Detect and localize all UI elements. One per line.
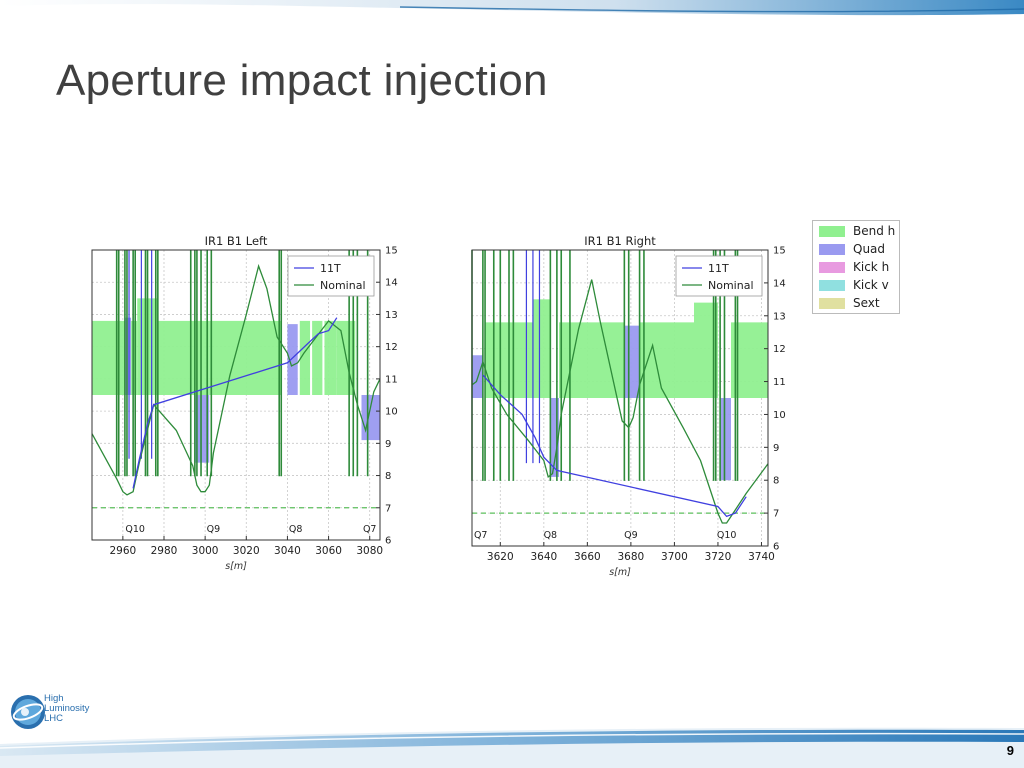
element-quad (720, 398, 731, 481)
footer-wave-decoration (0, 727, 1024, 768)
element-bend-h (731, 322, 768, 398)
element-quad (361, 395, 380, 441)
series-legend-label: Nominal (320, 279, 366, 292)
x-tick-label: 3020 (233, 545, 260, 557)
series-nominal-line (471, 279, 769, 524)
series-legend-label: Nominal (708, 279, 754, 292)
slide-title: Aperture impact injection (56, 56, 548, 105)
legend-label: Kick v (853, 278, 889, 292)
y-tick-label: 14 (385, 278, 398, 289)
element-bend-h (209, 320, 282, 395)
y-tick-label: 7 (385, 503, 391, 514)
y-tick-label: 11 (385, 374, 398, 385)
x-axis-label: s[m] (225, 561, 247, 572)
y-tick-label: 13 (385, 310, 398, 321)
y-tick-label: 12 (773, 344, 786, 355)
series-legend-label: 11T (320, 262, 341, 275)
y-tick-label: 7 (773, 509, 779, 520)
element-bend-h (131, 320, 138, 395)
x-tick-label: 3680 (618, 551, 645, 563)
logo-line: High (44, 693, 64, 704)
element-bend-h (324, 320, 337, 395)
x-tick-label: 3740 (748, 551, 775, 563)
legend-swatch-kick-h (819, 262, 845, 273)
chart-title: IR1 B1 Right (584, 234, 656, 248)
x-tick-label: 3640 (530, 551, 557, 563)
magnet-label: Q8 (544, 530, 558, 541)
magnet-label: Q7 (363, 524, 377, 535)
page-number: 9 (1006, 743, 1014, 758)
logo-line: Luminosity (44, 703, 90, 714)
y-tick-label: 6 (385, 536, 391, 547)
element-legend: Bend h Quad Kick h Kick v Sext (812, 220, 900, 314)
element-quad (124, 317, 132, 395)
series-legend-label: 11T (708, 262, 729, 275)
x-tick-label: 3720 (705, 551, 732, 563)
magnet-label: Q7 (474, 530, 488, 541)
element-quad (194, 395, 210, 463)
legend-label: Bend h (853, 224, 896, 238)
legend-label: Kick h (853, 260, 890, 274)
magnet-label: Q10 (125, 524, 145, 535)
magnet-label: Q9 (207, 524, 221, 535)
x-tick-label: 2960 (109, 545, 136, 557)
hl-lhc-logo (11, 695, 45, 729)
legend-swatch-quad (819, 244, 845, 255)
magnet-label: Q8 (289, 524, 303, 535)
element-bend-h (92, 320, 125, 395)
element-quad (287, 324, 298, 395)
element-bend-h (312, 320, 323, 395)
legend-swatch-bend-h (819, 226, 845, 237)
y-tick-label: 10 (773, 410, 786, 421)
element-quad (624, 325, 640, 398)
y-tick-label: 11 (773, 377, 786, 388)
y-tick-label: 15 (385, 246, 398, 257)
y-tick-label: 6 (773, 542, 779, 553)
legend-swatch-kick-v (819, 280, 845, 291)
x-tick-label: 3620 (487, 551, 514, 563)
y-tick-label: 14 (773, 278, 786, 289)
plot-frame (471, 249, 769, 547)
element-bend-h (694, 302, 718, 398)
header-wave-decoration (0, 0, 1024, 16)
y-tick-label: 9 (773, 443, 779, 454)
series-11t-line (132, 317, 338, 489)
series-legend (675, 255, 763, 297)
y-tick-label: 9 (385, 439, 391, 450)
y-tick-label: 15 (773, 246, 786, 257)
series-nominal-line (91, 263, 381, 496)
y-tick-label: 13 (773, 311, 786, 322)
y-tick-label: 8 (385, 471, 391, 482)
logo-line: LHC (44, 713, 64, 724)
legend-swatch-sext (819, 298, 845, 309)
logo-wordmark: High Luminosity LHC (44, 694, 89, 724)
magnet-label: Q10 (717, 530, 737, 541)
x-tick-label: 3700 (661, 551, 688, 563)
magnet-label: Q9 (624, 530, 638, 541)
x-tick-label: 3040 (274, 545, 301, 557)
element-bend-h (194, 320, 210, 395)
x-tick-label: 3000 (192, 545, 219, 557)
series-11t-line (482, 374, 747, 518)
y-tick-label: 8 (773, 476, 779, 487)
element-bend-h (299, 320, 311, 395)
legend-label: Sext (853, 296, 880, 310)
element-bend-h (532, 299, 551, 398)
element-quad (550, 398, 560, 477)
y-tick-label: 12 (385, 342, 398, 353)
x-tick-label: 3080 (356, 545, 383, 557)
element-bend-h (639, 322, 694, 398)
x-tick-label: 2980 (151, 545, 178, 557)
x-axis-label: s[m] (609, 567, 631, 578)
chart-title: IR1 B1 Left (205, 234, 268, 248)
plot-frame (91, 249, 381, 541)
legend-label: Quad (853, 242, 886, 256)
series-legend (287, 255, 375, 297)
x-tick-label: 3060 (315, 545, 342, 557)
y-tick-label: 10 (385, 407, 398, 418)
element-bend-h (157, 320, 195, 395)
x-tick-label: 3660 (574, 551, 601, 563)
